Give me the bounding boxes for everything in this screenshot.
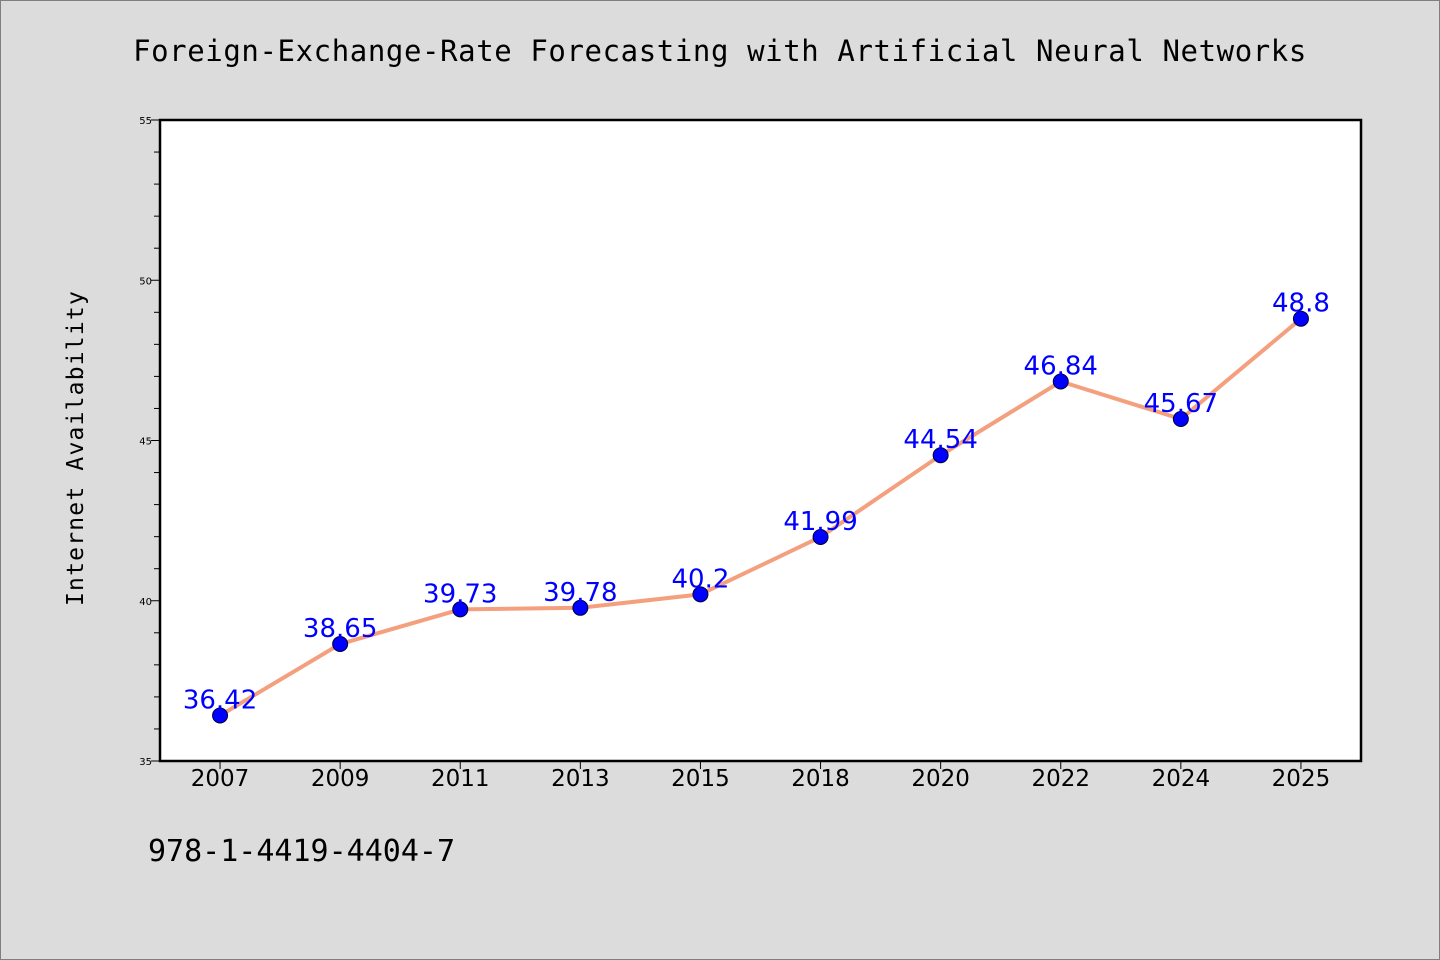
y-tick-label: 55 xyxy=(139,116,152,127)
data-point xyxy=(1052,373,1069,390)
x-tick-label: 2007 xyxy=(191,766,250,792)
plot-area xyxy=(160,120,1361,761)
data-point xyxy=(692,586,709,603)
data-point xyxy=(1292,310,1309,327)
x-tick-label: 2018 xyxy=(791,766,850,792)
chart-title: Foreign-Exchange-Rate Forecasting with A… xyxy=(133,34,1307,68)
series-line xyxy=(219,317,1303,718)
y-tick-label: 45 xyxy=(139,437,152,448)
x-tick-label: 2015 xyxy=(671,766,730,792)
data-label: 38.65 xyxy=(303,614,377,644)
isbn-text: 978-1-4419-4404-7 xyxy=(148,834,456,869)
data-label: 46.84 xyxy=(1024,352,1098,382)
plot-border xyxy=(158,118,1363,763)
x-tick-label: 2024 xyxy=(1152,766,1211,792)
data-label: 45.67 xyxy=(1144,389,1218,419)
data-label: 36.42 xyxy=(183,685,257,715)
x-tick-label: 2011 xyxy=(431,766,490,792)
x-tick-label: 2009 xyxy=(311,766,370,792)
data-label: 39.73 xyxy=(423,579,497,609)
x-tick-label: 2020 xyxy=(911,766,970,792)
data-point xyxy=(812,528,829,545)
x-axis: 2007 2009 2011 2013 2015 2018 2020 2022 2024 2025 xyxy=(191,761,1330,792)
data-label: 39.78 xyxy=(543,578,617,608)
data-points xyxy=(212,310,1309,724)
data-point xyxy=(1172,411,1189,428)
y-axis: 35 40 45 50 55 xyxy=(139,116,160,768)
data-label: 44.54 xyxy=(903,425,977,455)
data-label: 48.8 xyxy=(1272,289,1330,319)
data-point xyxy=(452,601,469,618)
data-label: 40.2 xyxy=(672,564,730,594)
x-tick-label: 2025 xyxy=(1272,766,1331,792)
x-tick-label: 2013 xyxy=(551,766,610,792)
data-point xyxy=(932,447,949,464)
y-tick-label: 50 xyxy=(139,276,152,287)
data-labels: 36.42 38.65 39.73 39.78 40.2 41.99 44.54 46.84 4… xyxy=(183,289,1330,716)
data-point xyxy=(212,707,229,724)
data-point xyxy=(572,599,589,616)
x-tick-label: 2022 xyxy=(1031,766,1090,792)
y-tick-label: 35 xyxy=(139,757,152,768)
data-point xyxy=(332,636,349,653)
y-tick-label: 40 xyxy=(139,597,152,608)
data-label: 41.99 xyxy=(783,507,857,537)
